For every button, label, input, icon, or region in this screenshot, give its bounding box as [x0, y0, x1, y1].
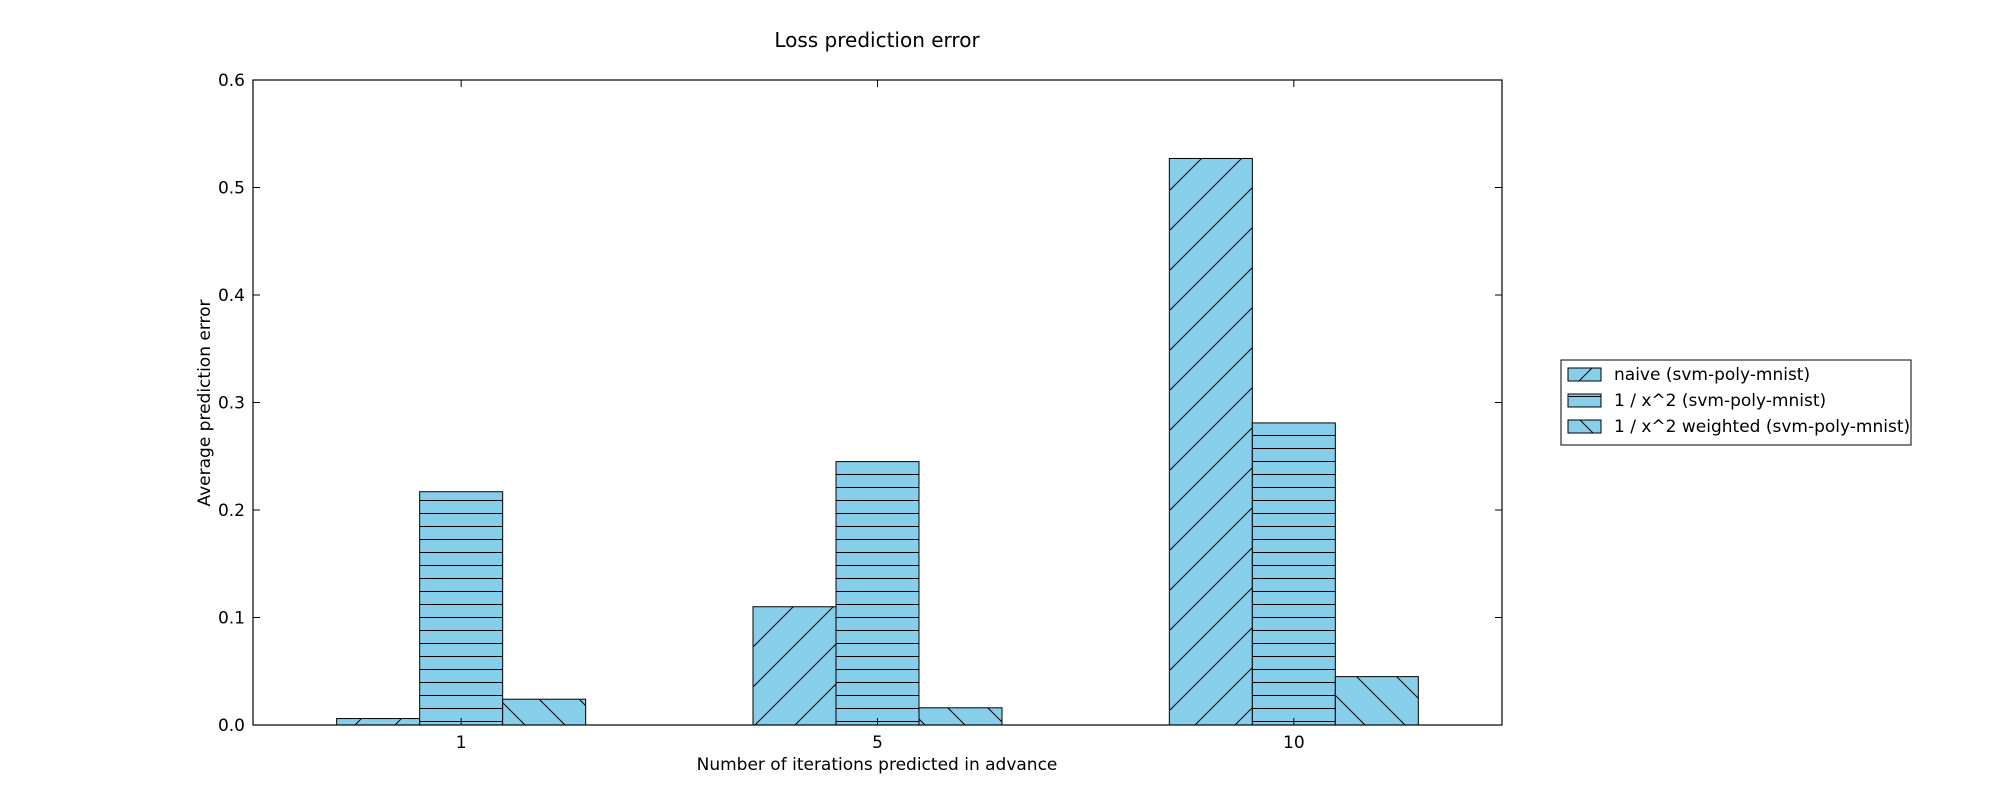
legend-label: 1 / x^2 weighted (svm-poly-mnist)	[1614, 417, 1910, 437]
legend-swatch	[1567, 419, 1602, 434]
plot-frame	[252, 79, 1503, 726]
x-tick-label: 10	[1283, 733, 1305, 753]
bar-series-2-cat-5	[835, 461, 920, 726]
legend-swatch	[1567, 393, 1602, 408]
legend-label: naive (svm-poly-mnist)	[1614, 365, 1810, 385]
y-tick-label: 0.2	[218, 501, 245, 521]
y-axis-label: Average prediction error	[195, 299, 215, 506]
y-tick-label: 0.1	[218, 609, 245, 629]
chart-title: Loss prediction error	[774, 28, 980, 52]
bars-layer	[336, 157, 1419, 726]
bar-series-3-cat-10	[1334, 676, 1419, 726]
bar-series-1-cat-10	[1168, 157, 1253, 726]
y-tick-label: 0.0	[218, 716, 245, 736]
y-tick-label: 0.6	[218, 71, 245, 91]
bar-series-1-cat-1	[336, 718, 421, 726]
legend-swatch	[1567, 367, 1602, 382]
legend-label: 1 / x^2 (svm-poly-mnist)	[1614, 391, 1826, 411]
bar-series-3-cat-5	[918, 707, 1003, 726]
bar-series-3-cat-1	[502, 698, 587, 726]
x-tick-label: 5	[872, 733, 883, 753]
y-tick-label: 0.3	[218, 394, 245, 414]
legend: naive (svm-poly-mnist) 1 / x^2 (svm-poly-…	[1560, 359, 1912, 446]
y-tick-label: 0.5	[218, 179, 245, 199]
bar-series-1-cat-5	[752, 606, 837, 726]
x-axis-label: Number of iterations predicted in advanc…	[697, 755, 1058, 775]
x-tick-label: 1	[456, 733, 467, 753]
y-tick-label: 0.4	[218, 286, 245, 306]
legend-box	[1560, 359, 1912, 446]
bar-series-2-cat-1	[419, 491, 504, 726]
bar-series-2-cat-10	[1251, 422, 1336, 726]
